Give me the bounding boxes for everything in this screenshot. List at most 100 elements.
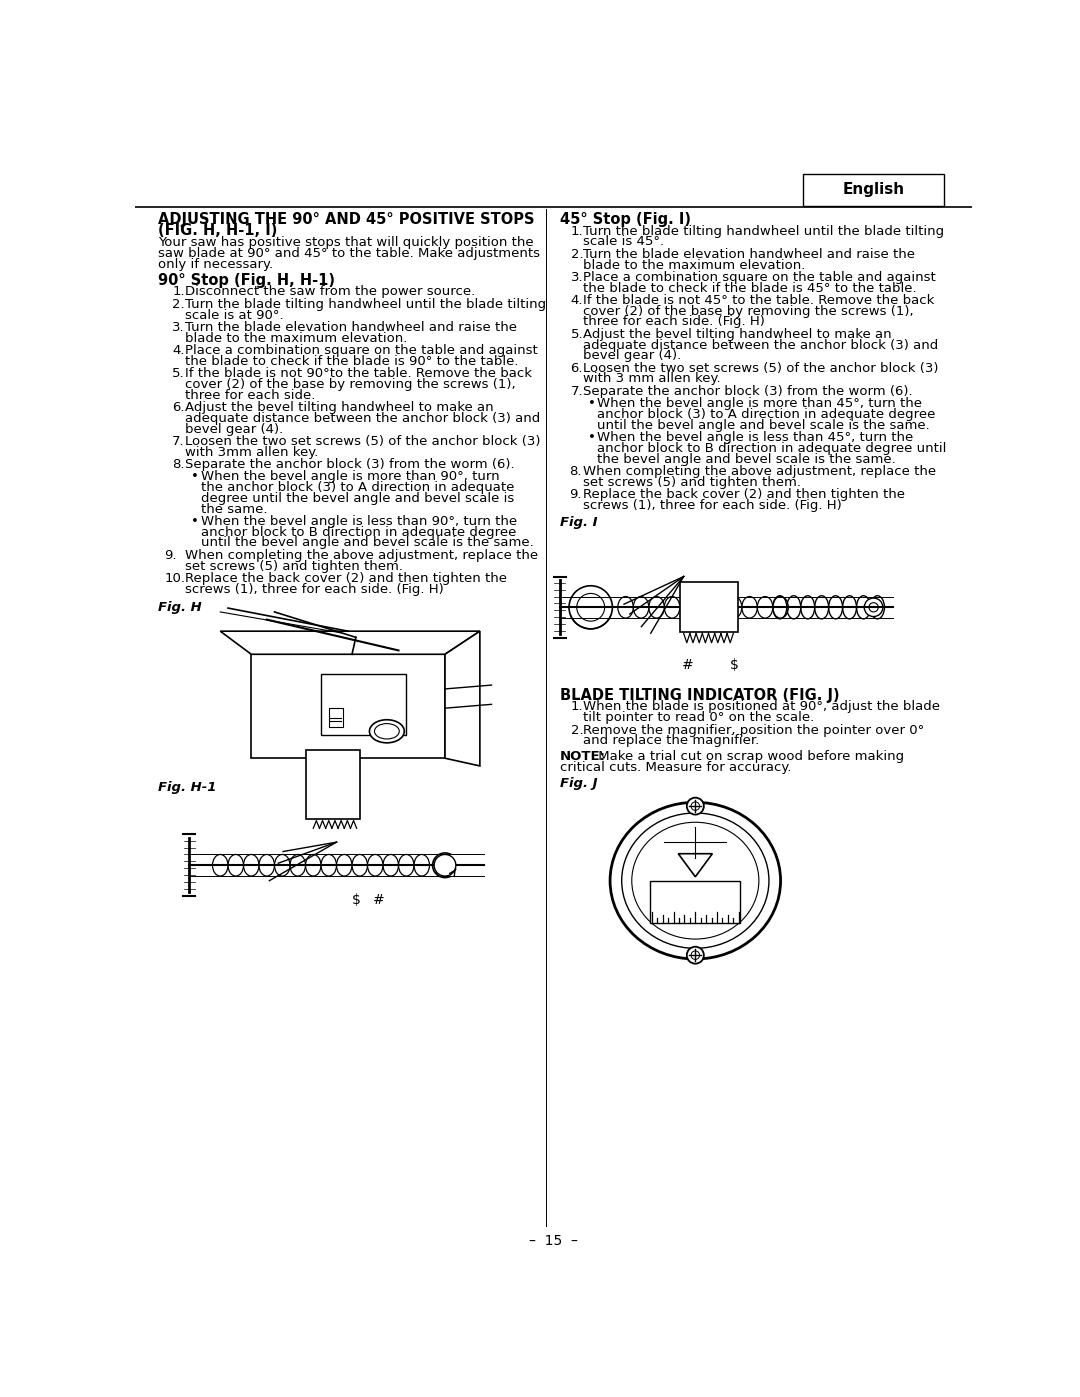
- Ellipse shape: [622, 813, 769, 949]
- Text: When completing the above adjustment, replace the: When completing the above adjustment, re…: [583, 465, 936, 478]
- Text: Fig. H: Fig. H: [159, 601, 202, 615]
- Text: and replace the magnifier.: and replace the magnifier.: [583, 735, 759, 747]
- Text: the blade to check if the blade is 90° to the table.: the blade to check if the blade is 90° t…: [186, 355, 518, 367]
- Text: 3.: 3.: [570, 271, 583, 284]
- Text: 1.: 1.: [570, 700, 583, 714]
- Text: 2.: 2.: [570, 247, 583, 261]
- Text: 10.: 10.: [164, 571, 186, 585]
- Text: When the bevel angle is less than 45°, turn the: When the bevel angle is less than 45°, t…: [597, 432, 914, 444]
- Text: ADJUSTING THE 90° AND 45° POSITIVE STOPS: ADJUSTING THE 90° AND 45° POSITIVE STOPS: [159, 212, 535, 228]
- Polygon shape: [678, 854, 713, 877]
- Text: •: •: [191, 515, 199, 528]
- Ellipse shape: [369, 719, 404, 743]
- Text: adequate distance between the anchor block (3) and: adequate distance between the anchor blo…: [186, 412, 541, 425]
- Text: 90° Stop (Fig. H, H-1): 90° Stop (Fig. H, H-1): [159, 274, 335, 288]
- Text: If the blade is not 90°to the table. Remove the back: If the blade is not 90°to the table. Rem…: [186, 367, 532, 380]
- Text: •: •: [191, 471, 199, 483]
- Text: until the bevel angle and bevel scale is the same.: until the bevel angle and bevel scale is…: [597, 419, 930, 432]
- Text: 1.: 1.: [172, 285, 185, 299]
- Text: tilt pointer to read 0° on the scale.: tilt pointer to read 0° on the scale.: [583, 711, 814, 724]
- Text: BLADE TILTING INDICATOR (FIG. J): BLADE TILTING INDICATOR (FIG. J): [559, 689, 839, 703]
- Text: three for each side.: three for each side.: [186, 388, 315, 401]
- Text: When the blade is positioned at 90°, adjust the blade: When the blade is positioned at 90°, adj…: [583, 700, 940, 714]
- Polygon shape: [220, 631, 480, 654]
- Text: When the bevel angle is more than 45°, turn the: When the bevel angle is more than 45°, t…: [597, 397, 922, 411]
- Text: Turn the blade tilting handwheel until the blade tilting: Turn the blade tilting handwheel until t…: [583, 225, 944, 237]
- Text: Loosen the two set screws (5) of the anchor block (3): Loosen the two set screws (5) of the anc…: [186, 434, 541, 448]
- Text: When the bevel angle is less than 90°, turn the: When the bevel angle is less than 90°, t…: [201, 515, 517, 528]
- Text: 45° Stop (Fig. I): 45° Stop (Fig. I): [559, 212, 691, 228]
- Text: saw blade at 90° and 45° to the table. Make adjustments: saw blade at 90° and 45° to the table. M…: [159, 247, 540, 260]
- Text: #: #: [681, 658, 693, 672]
- Text: with 3mm allen key.: with 3mm allen key.: [186, 446, 319, 458]
- Text: anchor block to B direction in adequate degree until: anchor block to B direction in adequate …: [597, 441, 946, 455]
- Text: cover (2) of the base by removing the screws (1),: cover (2) of the base by removing the sc…: [583, 305, 914, 317]
- Text: blade to the maximum elevation.: blade to the maximum elevation.: [583, 258, 806, 271]
- Polygon shape: [445, 631, 480, 766]
- Text: #: #: [374, 893, 384, 907]
- Bar: [679, 583, 738, 631]
- Text: until the bevel angle and bevel scale is the same.: until the bevel angle and bevel scale is…: [201, 536, 534, 549]
- Text: When completing the above adjustment, replace the: When completing the above adjustment, re…: [186, 549, 539, 562]
- Text: If the blade is not 45° to the table. Remove the back: If the blade is not 45° to the table. Re…: [583, 293, 934, 307]
- Text: critical cuts. Measure for accuracy.: critical cuts. Measure for accuracy.: [559, 760, 792, 774]
- Text: Turn the blade elevation handwheel and raise the: Turn the blade elevation handwheel and r…: [186, 321, 517, 334]
- Text: Place a combination square on the table and against: Place a combination square on the table …: [186, 344, 538, 358]
- Text: adequate distance between the anchor block (3) and: adequate distance between the anchor blo…: [583, 338, 939, 352]
- Ellipse shape: [632, 823, 759, 939]
- Circle shape: [691, 951, 700, 960]
- Text: Loosen the two set screws (5) of the anchor block (3): Loosen the two set screws (5) of the anc…: [583, 362, 939, 374]
- Text: Fig. H-1: Fig. H-1: [159, 781, 217, 795]
- Bar: [804, 173, 944, 207]
- Bar: [306, 750, 360, 819]
- Text: bevel gear (4).: bevel gear (4).: [186, 422, 284, 436]
- Text: 3.: 3.: [172, 321, 185, 334]
- Text: screws (1), three for each side. (Fig. H): screws (1), three for each side. (Fig. H…: [583, 499, 841, 511]
- Bar: [328, 708, 342, 728]
- Text: Turn the blade elevation handwheel and raise the: Turn the blade elevation handwheel and r…: [583, 247, 915, 261]
- Text: scale is at 90°.: scale is at 90°.: [186, 309, 284, 321]
- Circle shape: [434, 855, 456, 876]
- Text: Fig. I: Fig. I: [559, 515, 597, 528]
- Text: 1.: 1.: [570, 225, 583, 237]
- Text: 8.: 8.: [172, 458, 185, 471]
- Text: Separate the anchor block (3) from the worm (6).: Separate the anchor block (3) from the w…: [583, 384, 913, 398]
- Text: Disconnect the saw from the power source.: Disconnect the saw from the power source…: [186, 285, 475, 299]
- Text: cover (2) of the base by removing the screws (1),: cover (2) of the base by removing the sc…: [186, 377, 516, 391]
- Circle shape: [869, 602, 878, 612]
- Text: 9.: 9.: [569, 488, 581, 502]
- Text: Fig. J: Fig. J: [559, 778, 597, 791]
- Text: Separate the anchor block (3) from the worm (6).: Separate the anchor block (3) from the w…: [186, 458, 515, 471]
- Text: anchor block to B direction in adequate degree: anchor block to B direction in adequate …: [201, 525, 516, 539]
- Text: the blade to check if the blade is 45° to the table.: the blade to check if the blade is 45° t…: [583, 282, 917, 295]
- Text: 4.: 4.: [172, 344, 185, 358]
- Text: Adjust the bevel tilting handwheel to make an: Adjust the bevel tilting handwheel to ma…: [186, 401, 494, 414]
- Ellipse shape: [610, 802, 781, 958]
- Text: set screws (5) and tighten them.: set screws (5) and tighten them.: [186, 560, 403, 573]
- Text: three for each side. (Fig. H): three for each side. (Fig. H): [583, 316, 765, 328]
- Text: screws (1), three for each side. (Fig. H): screws (1), three for each side. (Fig. H…: [186, 583, 444, 595]
- Text: 6.: 6.: [570, 362, 583, 374]
- Text: •: •: [588, 397, 595, 411]
- Polygon shape: [252, 654, 445, 759]
- Text: Replace the back cover (2) and then tighten the: Replace the back cover (2) and then tigh…: [583, 488, 905, 502]
- Text: the bevel angle and bevel scale is the same.: the bevel angle and bevel scale is the s…: [597, 453, 895, 465]
- Text: 4.: 4.: [570, 293, 583, 307]
- Text: 2.: 2.: [570, 724, 583, 736]
- Text: 7.: 7.: [570, 384, 583, 398]
- Circle shape: [687, 798, 704, 814]
- Text: 6.: 6.: [172, 401, 185, 414]
- Text: the same.: the same.: [201, 503, 268, 515]
- Text: with 3 mm allen key.: with 3 mm allen key.: [583, 373, 720, 386]
- Text: the anchor block (3) to A direction in adequate: the anchor block (3) to A direction in a…: [201, 481, 514, 495]
- Text: Adjust the bevel tilting handwheel to make an: Adjust the bevel tilting handwheel to ma…: [583, 328, 892, 341]
- Circle shape: [569, 585, 612, 629]
- Text: NOTE:: NOTE:: [559, 750, 606, 763]
- Text: Place a combination square on the table and against: Place a combination square on the table …: [583, 271, 935, 284]
- Text: English: English: [842, 183, 905, 197]
- Text: only if necessary.: only if necessary.: [159, 257, 273, 271]
- Text: 8.: 8.: [569, 465, 581, 478]
- Text: scale is 45°.: scale is 45°.: [583, 236, 664, 249]
- Text: (FIG. H, H-1, I): (FIG. H, H-1, I): [159, 224, 278, 237]
- Text: degree until the bevel angle and bevel scale is: degree until the bevel angle and bevel s…: [201, 492, 514, 504]
